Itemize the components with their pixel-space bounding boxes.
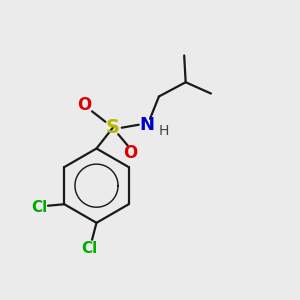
Text: O: O <box>77 96 92 114</box>
Text: Cl: Cl <box>31 200 47 215</box>
Text: O: O <box>124 144 138 162</box>
Text: N: N <box>140 116 154 134</box>
Text: Cl: Cl <box>81 241 97 256</box>
Text: H: H <box>158 124 169 138</box>
Text: S: S <box>106 118 120 137</box>
